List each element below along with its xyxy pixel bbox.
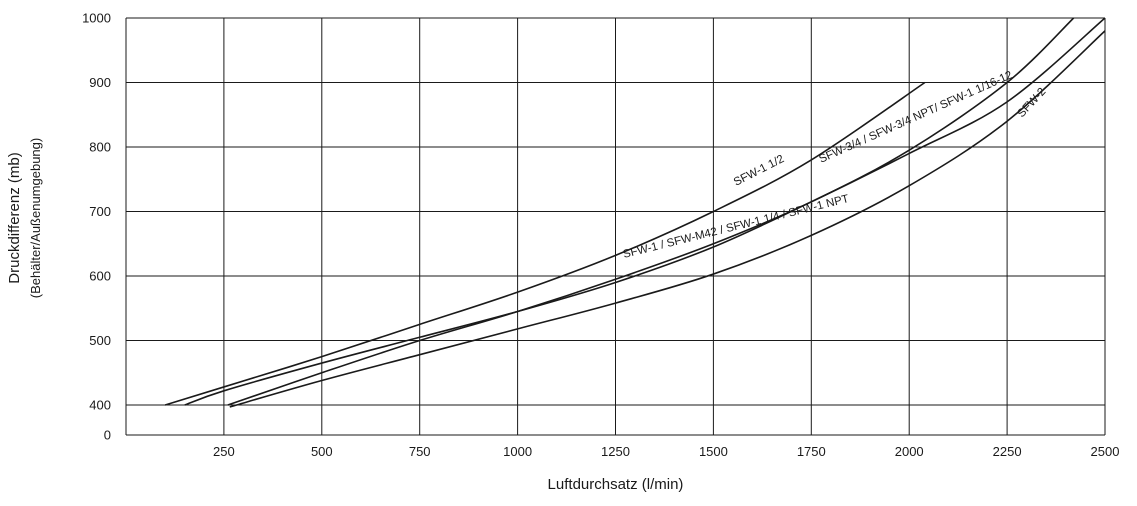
x-tick-label: 1500 (699, 444, 728, 459)
x-tick-label: 2500 (1091, 444, 1120, 459)
tick-labels: 250 500 750 1000 1250 1500 1750 2000 2250 2500 400… (82, 11, 1119, 460)
series-line-sfw-3-4 (184, 17, 1106, 406)
y-tick-label: 400 (89, 398, 111, 413)
y-tick-label: 500 (89, 333, 111, 348)
y-axis-subtitle: (Behälter/Außenumgebung) (28, 138, 43, 298)
x-tick-label: 500 (311, 444, 333, 459)
x-tick-label: 750 (409, 444, 431, 459)
series-line-sfw-1-1-2 (164, 81, 926, 406)
y-axis-title: Druckdifferenz (mb) (6, 152, 23, 283)
series-label-sfw-1-1-2: SFW-1 1/2 (732, 153, 786, 189)
y-tick-label: 700 (89, 204, 111, 219)
x-tick-label: 250 (213, 444, 235, 459)
x-tick-label: 2250 (993, 444, 1022, 459)
series-line-sfw-2 (229, 30, 1106, 408)
y-tick-label-origin: 0 (104, 428, 111, 443)
y-tick-label: 900 (89, 75, 111, 90)
y-tick-label: 600 (89, 269, 111, 284)
x-tick-label: 1750 (797, 444, 826, 459)
series-line-sfw-1 (227, 17, 1075, 406)
x-axis-title: Luftdurchsatz (l/min) (548, 476, 684, 493)
y-tick-label: 800 (89, 140, 111, 155)
x-tick-label: 1000 (503, 444, 532, 459)
grid (125, 17, 1106, 436)
y-tick-label: 1000 (82, 11, 111, 26)
x-tick-label: 2000 (895, 444, 924, 459)
x-tick-label: 1250 (601, 444, 630, 459)
curve-labels: SFW-1 1/2 SFW-3/4 / SFW-3/4 NPT/ SFW-1 1/… (622, 69, 1049, 261)
curves (164, 17, 1106, 408)
series-label-sfw-1: SFW-1 / SFW-M42 / SFW-1 1/4 / SFW-1 NPT (622, 193, 850, 261)
series-label-sfw-3-4: SFW-3/4 / SFW-3/4 NPT/ SFW-1 1/16-12 (817, 69, 1014, 165)
